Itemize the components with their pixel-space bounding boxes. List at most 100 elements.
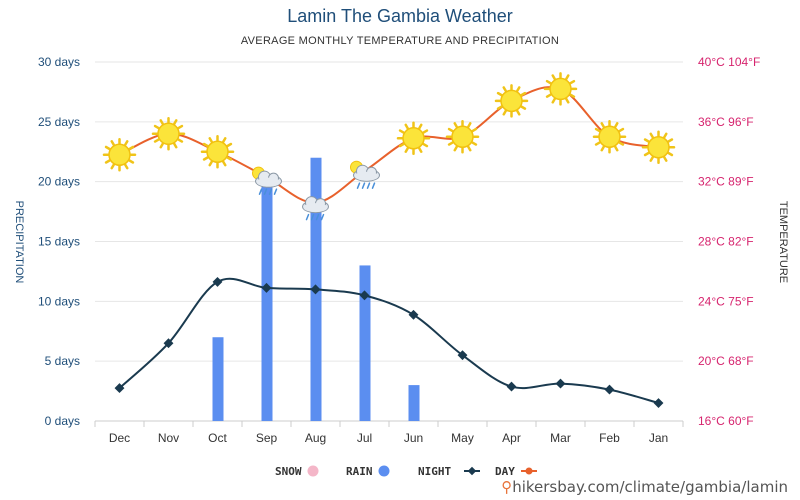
rain-drop bbox=[305, 213, 310, 221]
rain-bar bbox=[261, 175, 273, 421]
legend-swatch-dot bbox=[378, 465, 390, 477]
sun-ray bbox=[618, 127, 625, 133]
sun-ray bbox=[159, 142, 164, 149]
rain-drop bbox=[356, 182, 361, 189]
sun-ray bbox=[128, 159, 135, 164]
legend-item-snow[interactable]: SNOW bbox=[275, 465, 319, 478]
legend-swatch-marker bbox=[467, 466, 477, 476]
sun-disc bbox=[157, 122, 180, 146]
sun-ray bbox=[398, 129, 405, 134]
month-label: Sep bbox=[256, 431, 278, 445]
sun-ray bbox=[110, 140, 115, 147]
cloud-sun-rain-icon bbox=[252, 166, 282, 195]
sun-ray bbox=[404, 146, 409, 153]
legend-swatch-dot bbox=[307, 465, 319, 477]
month-label: Dec bbox=[109, 431, 130, 445]
right-tick-label: 36°C 96°F bbox=[698, 115, 754, 129]
rain-drop bbox=[366, 182, 371, 189]
night-line bbox=[118, 277, 659, 405]
sun-disc bbox=[647, 136, 670, 159]
sun-ray bbox=[467, 122, 472, 129]
chart-title: Lamin The Gambia Weather bbox=[287, 6, 513, 26]
rain-bar bbox=[408, 385, 420, 421]
sun-ray bbox=[614, 145, 619, 152]
legend-item-day[interactable]: DAY bbox=[495, 465, 537, 478]
sun-disc bbox=[598, 125, 621, 149]
night-point bbox=[506, 381, 517, 392]
sun-ray bbox=[545, 79, 552, 85]
cloud-base bbox=[303, 203, 328, 213]
cloud-rain-icon bbox=[302, 196, 329, 221]
sun-ray bbox=[404, 123, 409, 130]
cloud-base bbox=[256, 177, 281, 187]
sun-disc bbox=[402, 127, 425, 150]
sun-ray bbox=[569, 93, 576, 98]
month-label: Apr bbox=[502, 431, 521, 445]
location-pin-icon: ⚲ bbox=[501, 478, 513, 496]
month-label: Jun bbox=[404, 431, 423, 445]
sun-ray bbox=[594, 141, 601, 146]
sun-ray bbox=[124, 163, 129, 170]
sun-ray bbox=[202, 156, 209, 161]
sun-ray bbox=[643, 151, 650, 157]
sun-ray bbox=[649, 132, 654, 139]
legend-label: SNOW bbox=[275, 465, 302, 478]
x-axis: Jan Feb Mar Apr May Jun Jul Aug Sep Oct Nov Dec bbox=[94, 421, 684, 445]
sun-ray bbox=[545, 93, 552, 98]
month-label: Oct bbox=[208, 431, 227, 445]
sun-disc bbox=[108, 143, 131, 166]
night-point bbox=[261, 282, 272, 293]
sun-ray bbox=[222, 137, 227, 144]
source-url[interactable]: ⚲hikersbay.com/climate/gambia/lamin bbox=[501, 478, 788, 496]
sun-ray bbox=[104, 145, 111, 151]
left-tick-label: 15 days bbox=[38, 235, 80, 249]
sun-ray bbox=[663, 155, 668, 162]
month-label: May bbox=[451, 431, 474, 445]
left-tick-label: 30 days bbox=[38, 55, 80, 69]
sun-icon bbox=[543, 72, 578, 106]
legend-label: NIGHT bbox=[418, 465, 451, 478]
legend[interactable]: DAY NIGHT RAIN SNOW bbox=[275, 465, 537, 478]
rain-drop bbox=[371, 182, 376, 189]
night-point bbox=[408, 309, 419, 320]
sun-icon bbox=[641, 130, 676, 165]
left-tick-label: 20 days bbox=[38, 175, 80, 189]
sun-ray bbox=[226, 142, 233, 148]
month-label: Jul bbox=[357, 431, 372, 445]
month-label: Nov bbox=[158, 431, 179, 445]
rain-drop bbox=[258, 188, 263, 195]
sun-ray bbox=[447, 141, 454, 146]
sun-ray bbox=[565, 97, 570, 104]
sun-ray bbox=[471, 141, 478, 146]
cloud-base bbox=[354, 171, 379, 181]
sun-icon bbox=[151, 117, 186, 151]
night-point bbox=[163, 338, 174, 349]
sun-ray bbox=[208, 137, 213, 144]
rain-drop bbox=[268, 188, 273, 195]
month-label: Aug bbox=[305, 431, 326, 445]
rain-drop bbox=[263, 188, 268, 195]
series-lines bbox=[114, 86, 664, 408]
sun-ray bbox=[202, 142, 209, 148]
grid-lines bbox=[95, 61, 683, 422]
night-point bbox=[310, 284, 321, 295]
sun-icon bbox=[592, 120, 627, 154]
rain-drop bbox=[315, 213, 320, 221]
night-point bbox=[555, 378, 566, 389]
sun-ray bbox=[502, 109, 507, 116]
month-label: Jan bbox=[649, 431, 668, 445]
legend-item-night[interactable]: NIGHT bbox=[418, 465, 480, 478]
day-line bbox=[119, 86, 659, 204]
sun-ray bbox=[496, 91, 503, 97]
sun-ray bbox=[594, 127, 601, 133]
right-axis: 16°C 60°F 20°C 68°F 24°C 75°F 28°C 82°F 32°C… bbox=[698, 55, 760, 428]
sun-ray bbox=[516, 109, 521, 116]
sun-ray bbox=[153, 138, 160, 143]
cloud-icon bbox=[353, 164, 380, 189]
sun-ray bbox=[663, 132, 668, 139]
source-url-text: hikersbay.com/climate/gambia/lamin bbox=[512, 478, 788, 496]
sun-ray bbox=[667, 151, 674, 157]
legend-item-rain[interactable]: RAIN bbox=[346, 465, 390, 478]
rain-bar bbox=[359, 265, 371, 421]
